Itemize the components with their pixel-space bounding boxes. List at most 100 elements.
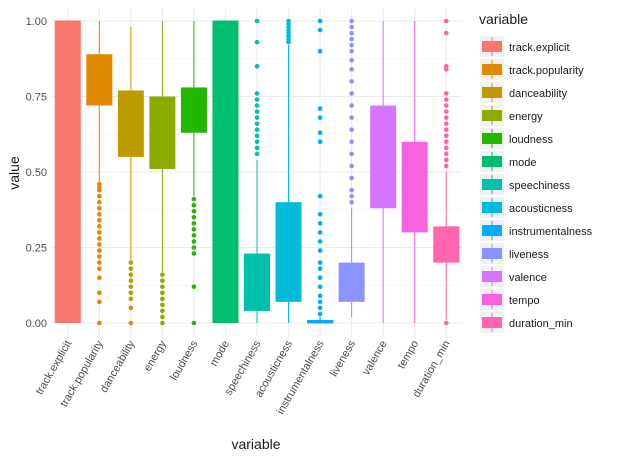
box-acousticness (275, 18, 302, 323)
outlier-point (160, 320, 165, 326)
box-danceability (117, 27, 144, 326)
outlier-point (254, 103, 260, 108)
outlier-point (160, 296, 165, 302)
outlier-point (160, 278, 165, 284)
outlier-point (443, 151, 449, 157)
outlier-point (317, 221, 323, 226)
outlier-point (286, 39, 291, 45)
outlier-point (254, 109, 260, 114)
outlier-point (97, 248, 102, 253)
outlier-point (191, 239, 197, 244)
outlier-point (349, 103, 354, 108)
outlier-point (349, 57, 354, 63)
legend-label: track.explicit (509, 42, 570, 54)
outlier-point (317, 311, 323, 317)
outlier-point (349, 151, 354, 157)
outlier-point (128, 266, 134, 271)
legend-key-box (482, 248, 502, 259)
outlier-point (317, 193, 323, 199)
y-tick-label: 1.00 (26, 16, 47, 28)
legend-key-box (482, 294, 502, 305)
outlier-point (160, 302, 165, 308)
box-body (117, 90, 144, 157)
outlier-point (97, 290, 102, 296)
legend-item: tempo (480, 289, 540, 310)
box-liveness (338, 18, 365, 317)
outlier-point (317, 275, 323, 281)
box-track.popularity (86, 21, 113, 326)
legend-label: acousticness (509, 203, 573, 215)
legend-key-box (482, 317, 502, 328)
outlier-point (317, 230, 323, 235)
outlier-point (97, 266, 102, 271)
legend: variable track.explicit track.popularity d… (479, 11, 593, 333)
outlier-point (349, 79, 354, 84)
outlier-point (443, 157, 449, 163)
outlier-point (349, 30, 354, 36)
box-body (86, 54, 113, 106)
box-instrumentalness (307, 18, 334, 324)
outlier-point (349, 115, 354, 120)
box-body (244, 253, 270, 311)
legend-key-box (482, 271, 502, 282)
outlier-point (254, 127, 260, 133)
outlier-point (349, 36, 354, 42)
outlier-point (254, 39, 260, 45)
box-loudness (180, 21, 207, 326)
outlier-point (349, 24, 354, 30)
y-axis-ticks: 0.00 0.25 0.50 0.75 1.00 (26, 16, 47, 330)
legend-item: liveness (480, 243, 549, 264)
outlier-point (97, 230, 102, 235)
legend-key-box (482, 225, 502, 236)
legend-items: track.explicit track.popularity danceabili… (480, 36, 593, 333)
legend-label: tempo (509, 295, 540, 307)
outlier-point (254, 91, 260, 96)
outlier-point (97, 187, 102, 193)
outlier-point (97, 254, 102, 259)
outlier-point (254, 145, 260, 151)
y-tick-label: 0.00 (26, 318, 47, 330)
outlier-point (97, 299, 102, 305)
outlier-point (97, 320, 102, 326)
box-tempo (401, 21, 428, 323)
legend-item: mode (480, 151, 537, 172)
outlier-point (160, 290, 165, 296)
box-body (149, 96, 176, 169)
outlier-point (317, 130, 323, 136)
outlier-point (254, 64, 260, 69)
box-body (433, 226, 460, 263)
outlier-point (317, 284, 323, 290)
legend-key-box (482, 64, 502, 75)
outlier-point (97, 236, 102, 241)
outlier-point (317, 48, 323, 54)
outlier-point (317, 106, 323, 111)
outlier-point (443, 18, 449, 24)
outlier-point (128, 272, 134, 277)
legend-label: instrumentalness (509, 226, 593, 238)
box-speechiness (244, 18, 270, 323)
outlier-point (443, 145, 449, 151)
legend-label: loudness (509, 134, 554, 146)
outlier-point (349, 187, 354, 193)
outlier-point (317, 139, 323, 145)
outlier-point (443, 320, 449, 326)
outlier-point (191, 221, 197, 226)
outlier-point (317, 266, 323, 271)
outlier-point (128, 320, 134, 326)
outlier-point (317, 299, 323, 305)
outlier-point (97, 193, 102, 199)
outlier-point (191, 227, 197, 232)
legend-label: track.popularity (509, 65, 584, 77)
legend-label: danceability (509, 88, 568, 100)
outlier-point (317, 260, 323, 265)
outlier-point (97, 199, 102, 205)
box-body (401, 141, 428, 233)
outlier-point (191, 196, 197, 202)
outlier-point (443, 133, 449, 139)
outlier-point (97, 205, 102, 211)
outlier-point (128, 296, 134, 302)
outlier-point (254, 97, 260, 102)
outlier-point (97, 218, 102, 223)
legend-title: variable (479, 11, 528, 27)
